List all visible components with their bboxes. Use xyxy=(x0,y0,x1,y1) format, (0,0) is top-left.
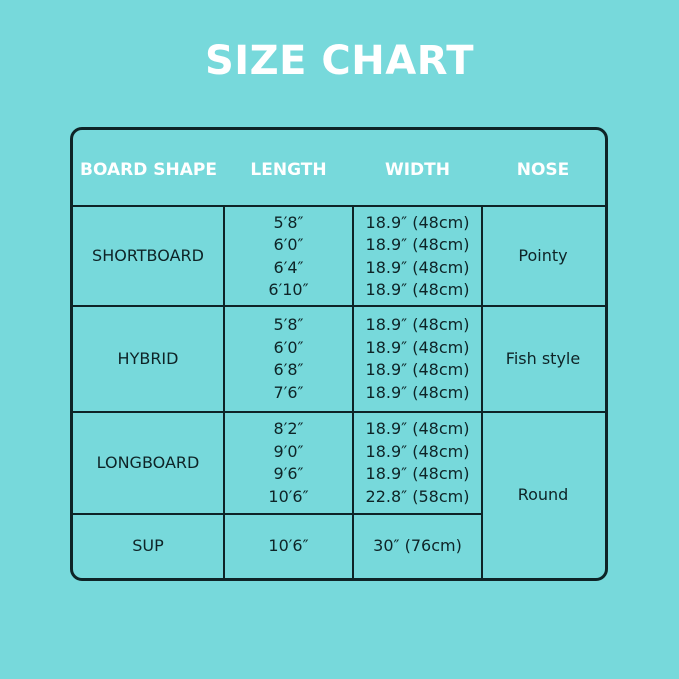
length-value: 6′4″ xyxy=(273,257,304,277)
header-width: WIDTH xyxy=(384,160,450,180)
width-value: 22.8″ (58cm) xyxy=(365,486,470,506)
header-board-shape: BOARD SHAPE xyxy=(80,160,217,180)
row-divider xyxy=(72,513,482,515)
row-divider xyxy=(72,411,605,413)
row-divider xyxy=(72,305,605,307)
nose-value: Round xyxy=(517,485,569,505)
width-value: 18.9″ (48cm) xyxy=(365,280,470,299)
shape-cell: LONGBOARD xyxy=(96,452,200,472)
width-value: 18.9″ (48cm) xyxy=(365,257,470,277)
width-value: 18.9″ (48cm) xyxy=(365,315,470,334)
width-value: 18.9″ (48cm) xyxy=(365,360,470,379)
length-value: 10′6″ xyxy=(268,486,309,506)
nose-value: Fish style xyxy=(505,348,581,368)
width-value: 30″ (76cm) xyxy=(373,536,462,556)
length-cell: 8′2″ 9′0″ 9′6″ 10′6″ xyxy=(225,413,352,513)
header-divider xyxy=(72,205,605,207)
width-value: 18.9″ (48cm) xyxy=(365,337,470,357)
column-divider xyxy=(352,206,354,578)
width-value: 18.9″ (48cm) xyxy=(365,464,470,483)
length-cell: 10′6″ xyxy=(225,515,352,578)
header-length: LENGTH xyxy=(250,160,327,180)
nose-cell: Fish style xyxy=(483,307,603,411)
column-divider xyxy=(223,206,225,578)
length-value: 10′6″ xyxy=(268,536,309,556)
length-value: 9′0″ xyxy=(273,441,304,461)
shape-cell: SUP xyxy=(132,536,164,556)
length-value: 6′10″ xyxy=(268,280,309,299)
size-table xyxy=(70,127,608,581)
page-title: SIZE CHART xyxy=(204,38,475,84)
length-value: 6′8″ xyxy=(273,360,304,379)
shape-cell: HYBRID xyxy=(117,348,179,368)
width-value: 18.9″ (48cm) xyxy=(365,441,470,461)
width-value: 18.9″ (48cm) xyxy=(365,235,470,254)
length-value: 6′0″ xyxy=(273,337,304,357)
table-row-sup: SUP xyxy=(73,515,223,578)
table-row-longboard: LONGBOARD xyxy=(73,413,223,513)
width-value: 18.9″ (48cm) xyxy=(365,419,470,438)
width-cell: 18.9″ (48cm) 18.9″ (48cm) 18.9″ (48cm) 18.9… xyxy=(354,207,481,306)
width-cell: 18.9″ (48cm) 18.9″ (48cm) 18.9″ (48cm) 18.9… xyxy=(354,307,481,411)
length-value: 6′0″ xyxy=(273,235,304,254)
shape-cell: SHORTBOARD xyxy=(92,246,204,266)
length-value: 9′6″ xyxy=(273,464,304,483)
width-value: 18.9″ (48cm) xyxy=(365,212,470,232)
length-value: 7′6″ xyxy=(273,382,304,402)
length-value: 5′8″ xyxy=(273,212,304,232)
width-value: 18.9″ (48cm) xyxy=(365,382,470,402)
nose-cell: Pointy xyxy=(483,207,603,306)
length-value: 8′2″ xyxy=(273,419,304,438)
nose-cell: Round xyxy=(483,413,603,578)
table-row-shortboard: SHORTBOARD xyxy=(73,207,223,306)
length-cell: 5′8″ 6′0″ 6′8″ 7′6″ xyxy=(225,307,352,411)
length-value: 5′8″ xyxy=(273,315,304,334)
width-cell: 30″ (76cm) xyxy=(354,515,481,578)
width-cell: 18.9″ (48cm) 18.9″ (48cm) 18.9″ (48cm) 22.8… xyxy=(354,413,481,513)
length-cell: 5′8″ 6′0″ 6′4″ 6′10″ xyxy=(225,207,352,306)
header-nose: NOSE xyxy=(516,160,570,180)
column-divider xyxy=(481,206,483,578)
table-row-hybrid: HYBRID xyxy=(73,307,223,411)
nose-value: Pointy xyxy=(518,246,568,266)
